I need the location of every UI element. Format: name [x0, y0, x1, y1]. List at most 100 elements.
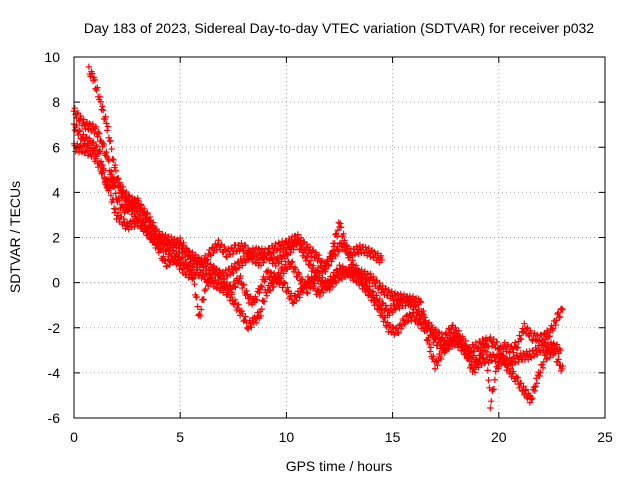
data-point-marker — [546, 354, 553, 361]
data-point-marker — [552, 349, 560, 357]
data-point-marker — [395, 329, 402, 337]
data-point-marker — [449, 343, 456, 350]
y-tick-label: 2 — [52, 230, 60, 246]
data-point-marker — [548, 345, 555, 352]
data-point-marker — [532, 336, 539, 343]
data-point-marker — [389, 323, 396, 331]
data-point-marker — [96, 147, 103, 155]
data-point-marker — [315, 251, 323, 259]
data-point-marker — [520, 383, 527, 390]
data-point-marker — [426, 340, 433, 348]
data-point-marker — [319, 274, 326, 281]
data-point-marker — [386, 312, 393, 319]
data-point-marker — [160, 253, 167, 260]
data-point-marker — [306, 257, 314, 264]
data-point-marker — [367, 270, 374, 278]
data-point-marker — [103, 148, 110, 156]
data-point-marker — [258, 305, 265, 313]
data-point-marker — [169, 259, 177, 266]
data-point-marker — [100, 106, 107, 114]
y-tick-label: -2 — [48, 320, 61, 336]
data-point-marker — [306, 243, 314, 251]
data-point-marker — [304, 254, 311, 261]
data-point-marker — [215, 237, 222, 244]
data-point-marker — [191, 280, 198, 288]
data-point-marker — [319, 268, 326, 275]
data-point-marker — [111, 161, 119, 169]
data-point-marker — [501, 356, 509, 363]
data-point-marker — [430, 338, 437, 346]
data-point-marker — [553, 341, 561, 348]
data-point-marker — [114, 175, 121, 183]
data-point-marker — [263, 292, 271, 299]
data-point-marker — [281, 279, 288, 286]
data-point-marker — [97, 148, 104, 156]
y-tick-label: -6 — [48, 410, 61, 426]
data-point-marker — [292, 297, 300, 305]
data-point-marker — [337, 220, 344, 227]
data-point-marker — [267, 269, 274, 276]
data-point-marker — [528, 396, 535, 403]
data-point-marker — [431, 365, 439, 372]
data-point-marker — [465, 352, 472, 359]
data-point-marker — [459, 341, 467, 349]
data-point-marker — [335, 246, 343, 254]
data-point-marker — [466, 357, 473, 364]
data-point-marker — [257, 312, 265, 320]
data-point-marker — [326, 286, 333, 294]
data-point-marker — [90, 138, 97, 146]
data-point-marker — [349, 257, 356, 264]
data-point-marker — [447, 330, 454, 338]
data-point-marker — [98, 170, 105, 177]
data-point-marker — [455, 327, 463, 335]
chart-title: Day 183 of 2023, Sidereal Day-to-day VTE… — [84, 20, 594, 36]
data-point-marker — [485, 376, 492, 384]
data-point-marker — [437, 355, 445, 363]
data-point-marker — [256, 289, 263, 296]
data-point-marker — [304, 273, 312, 281]
data-point-marker — [472, 363, 480, 370]
data-point-marker — [336, 262, 343, 269]
data-point-marker — [374, 250, 382, 257]
data-point-marker — [253, 296, 261, 303]
data-point-marker — [376, 295, 384, 303]
data-point-marker — [197, 306, 205, 313]
data-point-marker — [267, 287, 274, 294]
data-point-marker — [555, 356, 562, 363]
data-point-marker — [242, 313, 249, 320]
data-point-marker — [304, 290, 311, 297]
data-point-marker — [442, 347, 449, 355]
data-point-marker — [261, 298, 268, 305]
data-point-marker — [478, 350, 486, 358]
data-point-marker — [491, 376, 499, 383]
data-point-marker — [557, 347, 564, 354]
data-point-marker — [252, 319, 260, 326]
x-tick-label: 25 — [597, 429, 613, 445]
data-point-marker — [170, 257, 178, 265]
data-point-marker — [264, 249, 271, 256]
data-point-marker — [189, 275, 197, 282]
data-point-marker — [310, 262, 317, 269]
data-point-marker — [231, 283, 238, 290]
data-point-marker — [89, 140, 96, 147]
data-point-marker — [159, 231, 166, 238]
data-point-marker — [377, 252, 385, 260]
axis-ticks: 0 5 10 15 20 25 -6 -4 -2 0 2 4 6 8 10 — [44, 49, 613, 445]
data-point-marker — [438, 338, 445, 345]
data-point-marker — [338, 275, 346, 283]
data-point-marker — [132, 196, 139, 204]
data-point-marker — [262, 276, 269, 283]
data-point-marker — [552, 321, 559, 329]
data-point-marker — [495, 365, 502, 372]
data-point-marker — [313, 268, 320, 276]
data-point-marker — [273, 278, 281, 286]
data-point-marker — [92, 147, 99, 154]
data-point-marker — [226, 282, 233, 289]
data-point-marker — [301, 279, 309, 286]
data-point-marker — [484, 367, 491, 374]
data-point-marker — [493, 338, 501, 346]
data-point-marker — [376, 279, 383, 287]
data-point-marker — [80, 116, 88, 123]
data-point-marker — [71, 104, 79, 112]
data-point-marker — [546, 332, 553, 340]
